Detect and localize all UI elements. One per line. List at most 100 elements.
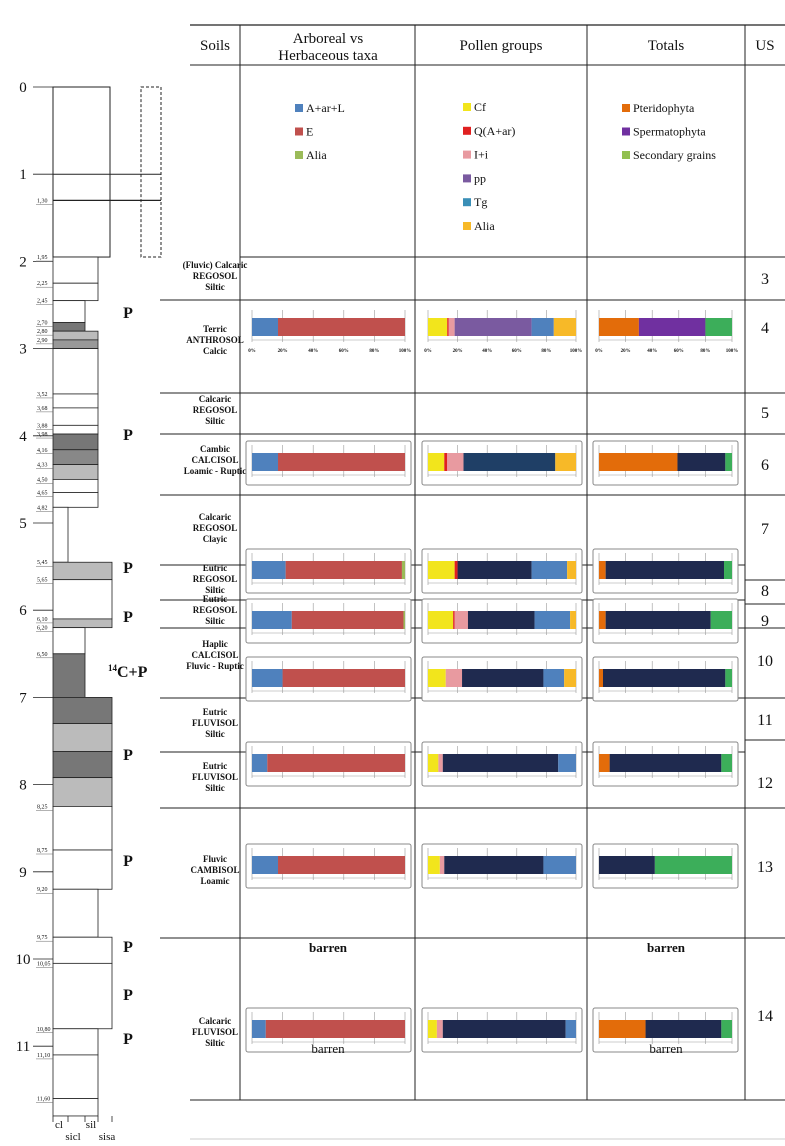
us-number-3: 3	[761, 271, 769, 288]
legend-label-pollen-4: Tg	[474, 195, 487, 209]
depth-minor-label-4: 2,70	[37, 320, 48, 326]
soil-name-8-1: REGOSOL	[193, 574, 238, 584]
legend-label-totals-2: Secondary grains	[633, 148, 716, 162]
us-number-4: 4	[761, 320, 769, 337]
soil-name-11-1: FLUVISOL	[192, 718, 238, 728]
sediment-layer-16	[52, 561, 113, 581]
bar-pollen-13-pp	[444, 856, 544, 874]
bar-arboreal-13-a-ar-l	[252, 856, 279, 874]
axis-tick-label-pollen-5: 100%	[570, 349, 583, 354]
dashed-box	[140, 86, 162, 258]
sampling-mark-4: 14C+P	[108, 663, 148, 681]
sediment-layer-14	[52, 492, 99, 508]
bar-arboreal-9-a-ar-l	[252, 611, 292, 629]
bar-pollen-9-i-i	[454, 611, 468, 629]
depth-major-label-0: 0	[19, 80, 27, 96]
depth-minor-label-21: 8,25	[37, 804, 48, 810]
depth-minor-label-26: 10,80	[37, 1027, 51, 1033]
bar-arboreal-6-e	[278, 453, 405, 471]
soil-name-11-2: Siltic	[205, 729, 225, 739]
sampling-mark-8: P	[123, 987, 133, 1004]
soil-name-7-1: REGOSOL	[193, 523, 238, 533]
depth-minor-label-7: 3,52	[37, 392, 48, 398]
bar-pollen-12-tg	[558, 754, 576, 772]
upper-column-box	[52, 86, 111, 258]
axis-tick-label-totals-1: 20%	[621, 349, 631, 354]
soil-name-9-2: Siltic	[205, 616, 225, 626]
bar-totals-12-secondary-grains	[721, 754, 732, 772]
depth-major-label-5: 5	[19, 516, 27, 532]
sediment-layer-29	[52, 962, 113, 1030]
depth-major-label-2: 2	[19, 254, 27, 270]
bar-pollen-13-i-i	[439, 856, 445, 874]
soil-name-11-0: Eutric	[203, 707, 228, 717]
bar-pollen-8-cf	[428, 561, 455, 579]
soil-name-12-0: Eutric	[203, 761, 228, 771]
legend-label-arboreal-2: Alia	[306, 148, 327, 162]
bar-arboreal-8-e	[285, 561, 402, 579]
bar-totals-6-secondary-grains	[725, 453, 732, 471]
depth-major-label-11: 11	[16, 1039, 30, 1055]
sediment-layer-19	[52, 627, 86, 655]
soil-name-10-1: CALCISOL	[191, 650, 238, 660]
bar-arboreal-6-a-ar-l	[252, 453, 279, 471]
sediment-layer-7	[52, 393, 99, 409]
soil-name-3-2: Siltic	[205, 282, 225, 292]
bar-pollen-4-alia	[553, 318, 576, 336]
axis-tick-label-pollen-3: 60%	[512, 349, 522, 354]
legend-swatch-pollen-2	[463, 150, 471, 159]
sampling-mark-9: P	[123, 1031, 133, 1048]
bar-totals-14-spermatophyta	[645, 1020, 722, 1038]
legend-label-pollen-2: I+i	[474, 148, 489, 162]
bar-pollen-12-cf	[428, 754, 439, 772]
axis-tick-label-pollen-2: 40%	[482, 349, 492, 354]
axis-tick-label-pollen-1: 20%	[453, 349, 463, 354]
bar-arboreal-8-alia	[401, 561, 405, 579]
bar-totals-10-pteridophyta	[599, 669, 603, 687]
bar-pollen-14-pp	[442, 1020, 566, 1038]
sediment-layer-21	[52, 697, 113, 724]
depth-minor-label-12: 4,33	[37, 463, 48, 469]
soil-name-8-0: Eutric	[203, 563, 228, 573]
legend-swatch-arboreal-1	[295, 127, 303, 136]
sediment-layer-24	[52, 777, 113, 807]
bar-pollen-9-tg	[534, 611, 571, 629]
bar-pollen-14-i-i	[436, 1020, 443, 1038]
bar-pollen-6-i-i	[447, 453, 464, 471]
bar-arboreal-4-a-ar-l	[252, 318, 279, 336]
barren-arboreal-lower: barren	[311, 1041, 345, 1056]
header-totals: Totals	[648, 38, 685, 54]
soil-name-13-2: Loamic	[201, 876, 230, 886]
legend-swatch-pollen-1	[463, 126, 471, 135]
us-number-11: 11	[757, 712, 772, 729]
bar-totals-13-secondary-grains	[654, 856, 732, 874]
soil-name-14-1: FLUVISOL	[192, 1027, 238, 1037]
sampling-mark-1: P	[123, 427, 133, 444]
us-number-9: 9	[761, 613, 769, 630]
depth-minor-label-22: 8,75	[37, 848, 48, 854]
depth-minor-label-6: 2,90	[37, 338, 48, 344]
soil-name-4-0: Terric	[203, 324, 227, 334]
bar-totals-12-pteridophyta	[599, 754, 610, 772]
bar-pollen-4-pp	[454, 318, 532, 336]
legend-label-pollen-0: Cf	[474, 100, 486, 114]
depth-minor-label-20: 6,50	[37, 652, 48, 658]
axis-tick-label-totals-2: 40%	[647, 349, 657, 354]
header-arboreal-line2: Herbaceous taxa	[278, 48, 378, 64]
bar-totals-9-pteridophyta	[599, 611, 606, 629]
legend-swatch-totals-2	[622, 151, 630, 159]
soil-name-6-1: CALCISOL	[191, 455, 238, 465]
depth-minor-label-0: 1,30	[37, 198, 48, 204]
bar-pollen-6-pp	[463, 453, 556, 471]
bar-pollen-9-alia	[570, 611, 576, 629]
legend-swatch-pollen-5	[463, 222, 471, 230]
depth-minor-label-17: 5,65	[37, 578, 48, 584]
bar-arboreal-14-e	[265, 1020, 405, 1038]
sampling-mark-7: P	[123, 939, 133, 956]
soil-name-7-2: Clayic	[203, 534, 228, 544]
bar-pollen-4-i-i	[448, 318, 455, 336]
bar-totals-14-pteridophyta	[599, 1020, 646, 1038]
depth-minor-label-28: 11,60	[37, 1097, 50, 1103]
legend-swatch-pollen-4	[463, 198, 471, 207]
